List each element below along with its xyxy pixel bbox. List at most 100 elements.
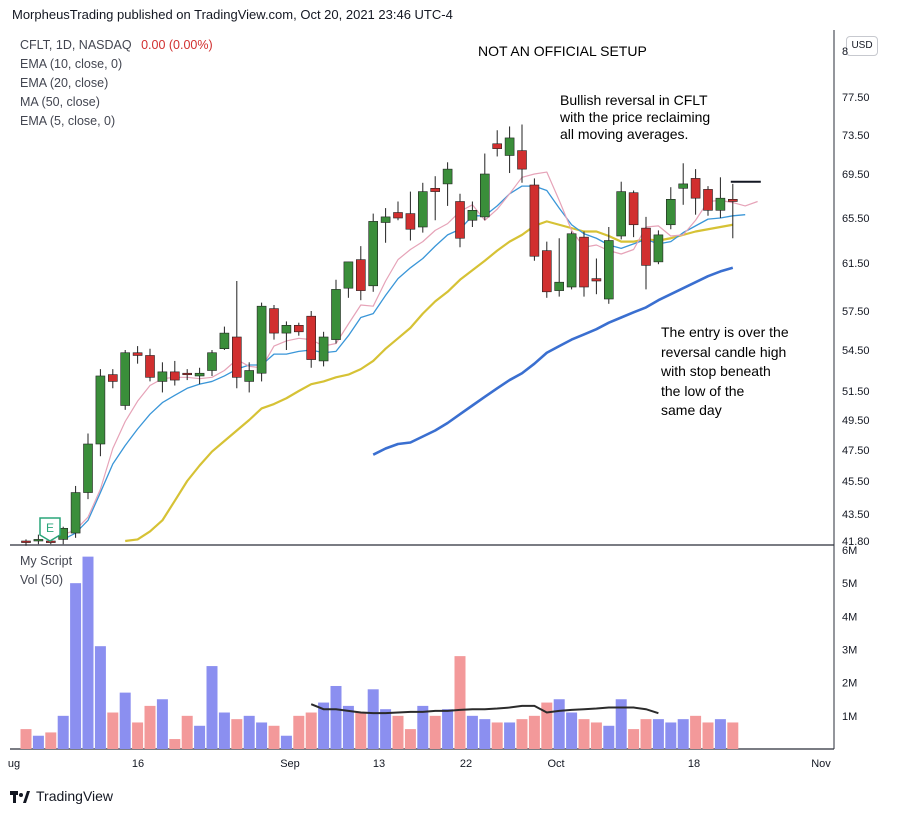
candle-body bbox=[641, 227, 651, 266]
indicator-ema5[interactable]: EMA (5, close, 0) bbox=[20, 114, 116, 128]
indicator-ema10[interactable]: EMA (10, close, 0) bbox=[20, 57, 123, 71]
candle-body bbox=[157, 371, 168, 382]
volume-tick-label: 1M bbox=[842, 711, 857, 723]
candle-body bbox=[120, 352, 130, 406]
volume-tick-label: 3M bbox=[842, 645, 857, 657]
candle-body bbox=[83, 443, 93, 493]
volume-bar bbox=[516, 719, 528, 749]
candle-body bbox=[306, 315, 317, 360]
volume-bar bbox=[45, 732, 57, 749]
price-tick-label: 73.50 bbox=[842, 130, 870, 142]
volume-bar bbox=[243, 715, 255, 749]
candle-body bbox=[380, 216, 391, 223]
volume-label[interactable]: Vol (50) bbox=[20, 573, 64, 587]
candle-body bbox=[715, 197, 726, 211]
price-tick-label: 65.50 bbox=[842, 213, 870, 225]
volume-bar bbox=[603, 725, 615, 749]
volume-bar bbox=[404, 729, 416, 749]
candle-body bbox=[566, 233, 577, 288]
volume-bar bbox=[380, 709, 392, 749]
candle-body bbox=[554, 281, 565, 291]
volume-bar bbox=[119, 692, 131, 749]
volume-bar bbox=[690, 715, 702, 749]
price-tick-label: 69.50 bbox=[842, 169, 870, 181]
candle-body bbox=[665, 199, 676, 226]
candle-body bbox=[393, 212, 403, 219]
candle-body bbox=[95, 375, 106, 445]
candle-body bbox=[145, 355, 155, 378]
volume-bar bbox=[156, 699, 168, 749]
volume-ma-line bbox=[310, 703, 659, 715]
currency-button[interactable]: USD bbox=[846, 36, 878, 56]
volume-tick-label: 6M bbox=[842, 545, 857, 557]
symbol-legend[interactable]: CFLT, 1D, NASDAQ 0.00 (0.00%) bbox=[20, 38, 213, 52]
volume-bar bbox=[268, 725, 280, 749]
time-tick-label: 13 bbox=[373, 758, 385, 770]
price-tick-label: 57.50 bbox=[842, 306, 870, 318]
earnings-badge bbox=[39, 517, 61, 542]
volume-bar bbox=[392, 715, 404, 749]
time-tick-label: Oct bbox=[547, 758, 564, 770]
volume-bar bbox=[640, 719, 652, 749]
candle-body bbox=[703, 189, 713, 211]
volume-bar bbox=[20, 729, 32, 749]
volume-bar bbox=[466, 715, 478, 749]
volume-tick-label: 2M bbox=[842, 678, 857, 690]
volume-bar bbox=[479, 719, 491, 749]
volume-bar bbox=[144, 705, 156, 749]
candle-body bbox=[269, 308, 279, 334]
indicator-ma50[interactable]: MA (50, close) bbox=[20, 95, 100, 109]
indicator-ema20[interactable]: EMA (20, close) bbox=[20, 76, 109, 90]
volume-bar bbox=[528, 715, 540, 749]
volume-bar bbox=[727, 722, 739, 749]
volume-bar bbox=[32, 735, 44, 749]
price-tick-label: 8 bbox=[842, 46, 848, 58]
volume-bar bbox=[628, 729, 640, 749]
candle-body bbox=[33, 539, 44, 542]
volume-bar bbox=[107, 712, 119, 749]
volume-bar bbox=[132, 722, 144, 749]
volume-bar bbox=[454, 656, 466, 749]
volume-bar bbox=[194, 725, 206, 749]
candle-body bbox=[170, 371, 180, 381]
publisher-header: MorpheusTrading published on TradingView… bbox=[12, 7, 453, 22]
price-tick-label: 43.50 bbox=[842, 509, 870, 521]
tradingview-logo-icon bbox=[10, 791, 30, 804]
script-label[interactable]: My Script bbox=[20, 554, 73, 568]
ema20-line bbox=[125, 220, 733, 543]
price-tick-label: 77.50 bbox=[842, 92, 870, 104]
volume-bar bbox=[553, 699, 565, 749]
earnings-marker: E bbox=[39, 517, 61, 542]
price-tick-label: 61.50 bbox=[842, 258, 870, 270]
volume-bar bbox=[231, 719, 243, 749]
candle-body bbox=[417, 191, 428, 228]
candle-body bbox=[405, 213, 416, 230]
time-tick-label: Nov bbox=[811, 758, 831, 770]
volume-bar bbox=[714, 719, 726, 749]
volume-bar bbox=[293, 715, 305, 749]
candle-body bbox=[628, 192, 639, 226]
earnings-letter: E bbox=[46, 521, 54, 535]
tradingview-footer[interactable]: TradingView bbox=[10, 788, 113, 804]
annotation-top: Bullish reversal in CFLT with the price … bbox=[560, 92, 711, 142]
price-tick-label: 47.50 bbox=[842, 445, 870, 457]
volume-bar bbox=[94, 646, 106, 749]
setup-note: NOT AN OFFICIAL SETUP bbox=[478, 43, 647, 59]
candle-body bbox=[343, 261, 354, 289]
candle-body bbox=[21, 540, 31, 543]
volume-bar bbox=[330, 685, 342, 749]
volume-bar bbox=[491, 722, 503, 749]
price-tick-label: 49.50 bbox=[842, 415, 870, 427]
volume-bar bbox=[677, 719, 689, 749]
candle-body bbox=[479, 173, 490, 218]
volume-bar bbox=[82, 556, 94, 749]
candle-body bbox=[517, 150, 527, 170]
volume-bar bbox=[590, 722, 602, 749]
volume-bar bbox=[318, 702, 330, 749]
volume-bar bbox=[702, 722, 714, 749]
annotation-bottom: The entry is over the reversal candle hi… bbox=[661, 324, 789, 418]
ma50-line bbox=[372, 266, 734, 456]
change-label: 0.00 (0.00%) bbox=[141, 38, 213, 52]
candle-body bbox=[318, 336, 329, 362]
